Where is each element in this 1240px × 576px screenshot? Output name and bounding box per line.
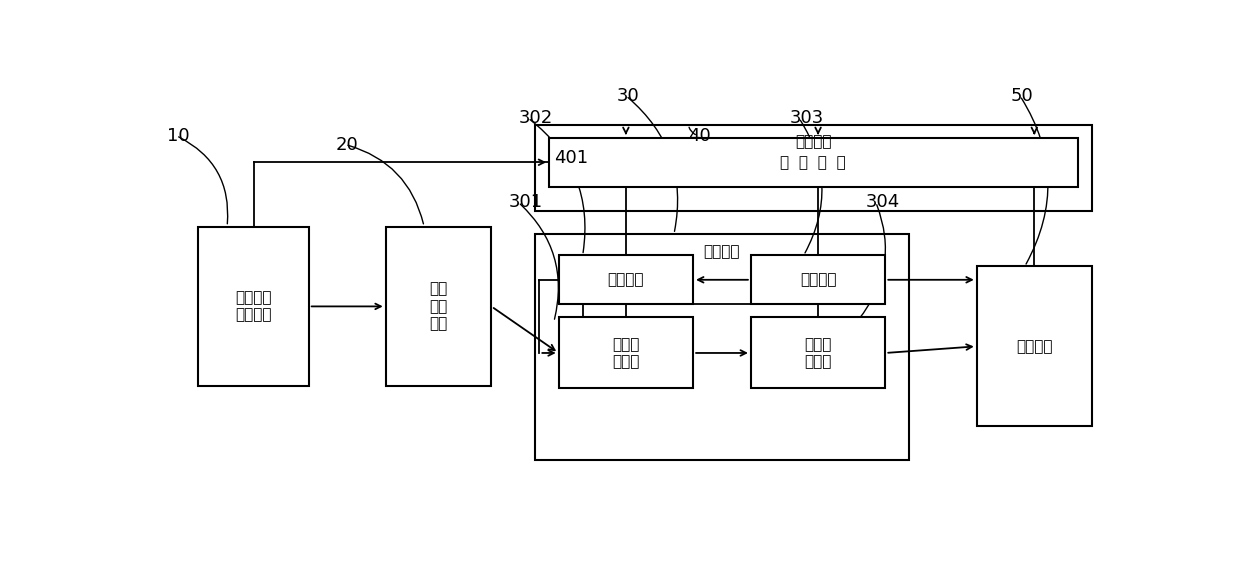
- Text: 第一比
较电路: 第一比 较电路: [613, 337, 640, 369]
- FancyBboxPatch shape: [534, 124, 1092, 211]
- Text: 303: 303: [789, 109, 823, 127]
- FancyBboxPatch shape: [558, 255, 693, 304]
- Text: 20: 20: [336, 136, 358, 154]
- Text: 304: 304: [866, 194, 900, 211]
- Text: 302: 302: [518, 109, 553, 127]
- Text: 301: 301: [508, 194, 543, 211]
- FancyBboxPatch shape: [534, 234, 909, 460]
- FancyBboxPatch shape: [751, 317, 885, 388]
- FancyBboxPatch shape: [549, 138, 1078, 187]
- Text: 启动电路: 启动电路: [800, 272, 836, 287]
- Text: 电流
采样
单元: 电流 采样 单元: [429, 282, 448, 331]
- Text: 50: 50: [1011, 87, 1033, 105]
- Text: 10: 10: [166, 127, 190, 145]
- Text: 保护单元: 保护单元: [704, 244, 740, 259]
- FancyBboxPatch shape: [198, 226, 309, 386]
- Text: 自锁电路: 自锁电路: [608, 272, 644, 287]
- FancyBboxPatch shape: [751, 255, 885, 304]
- FancyBboxPatch shape: [977, 267, 1092, 426]
- FancyBboxPatch shape: [386, 226, 491, 386]
- Text: 控制单元: 控制单元: [1016, 339, 1053, 354]
- Text: 驱动单元: 驱动单元: [795, 134, 832, 149]
- Text: 驱  动  芯  片: 驱 动 芯 片: [780, 155, 846, 170]
- Text: 401: 401: [554, 149, 588, 167]
- Text: 40: 40: [688, 127, 711, 145]
- FancyBboxPatch shape: [558, 317, 693, 388]
- Text: 功率因数
校正电路: 功率因数 校正电路: [236, 290, 272, 323]
- Text: 第二比
较电路: 第二比 较电路: [805, 337, 832, 369]
- Text: 30: 30: [616, 87, 639, 105]
